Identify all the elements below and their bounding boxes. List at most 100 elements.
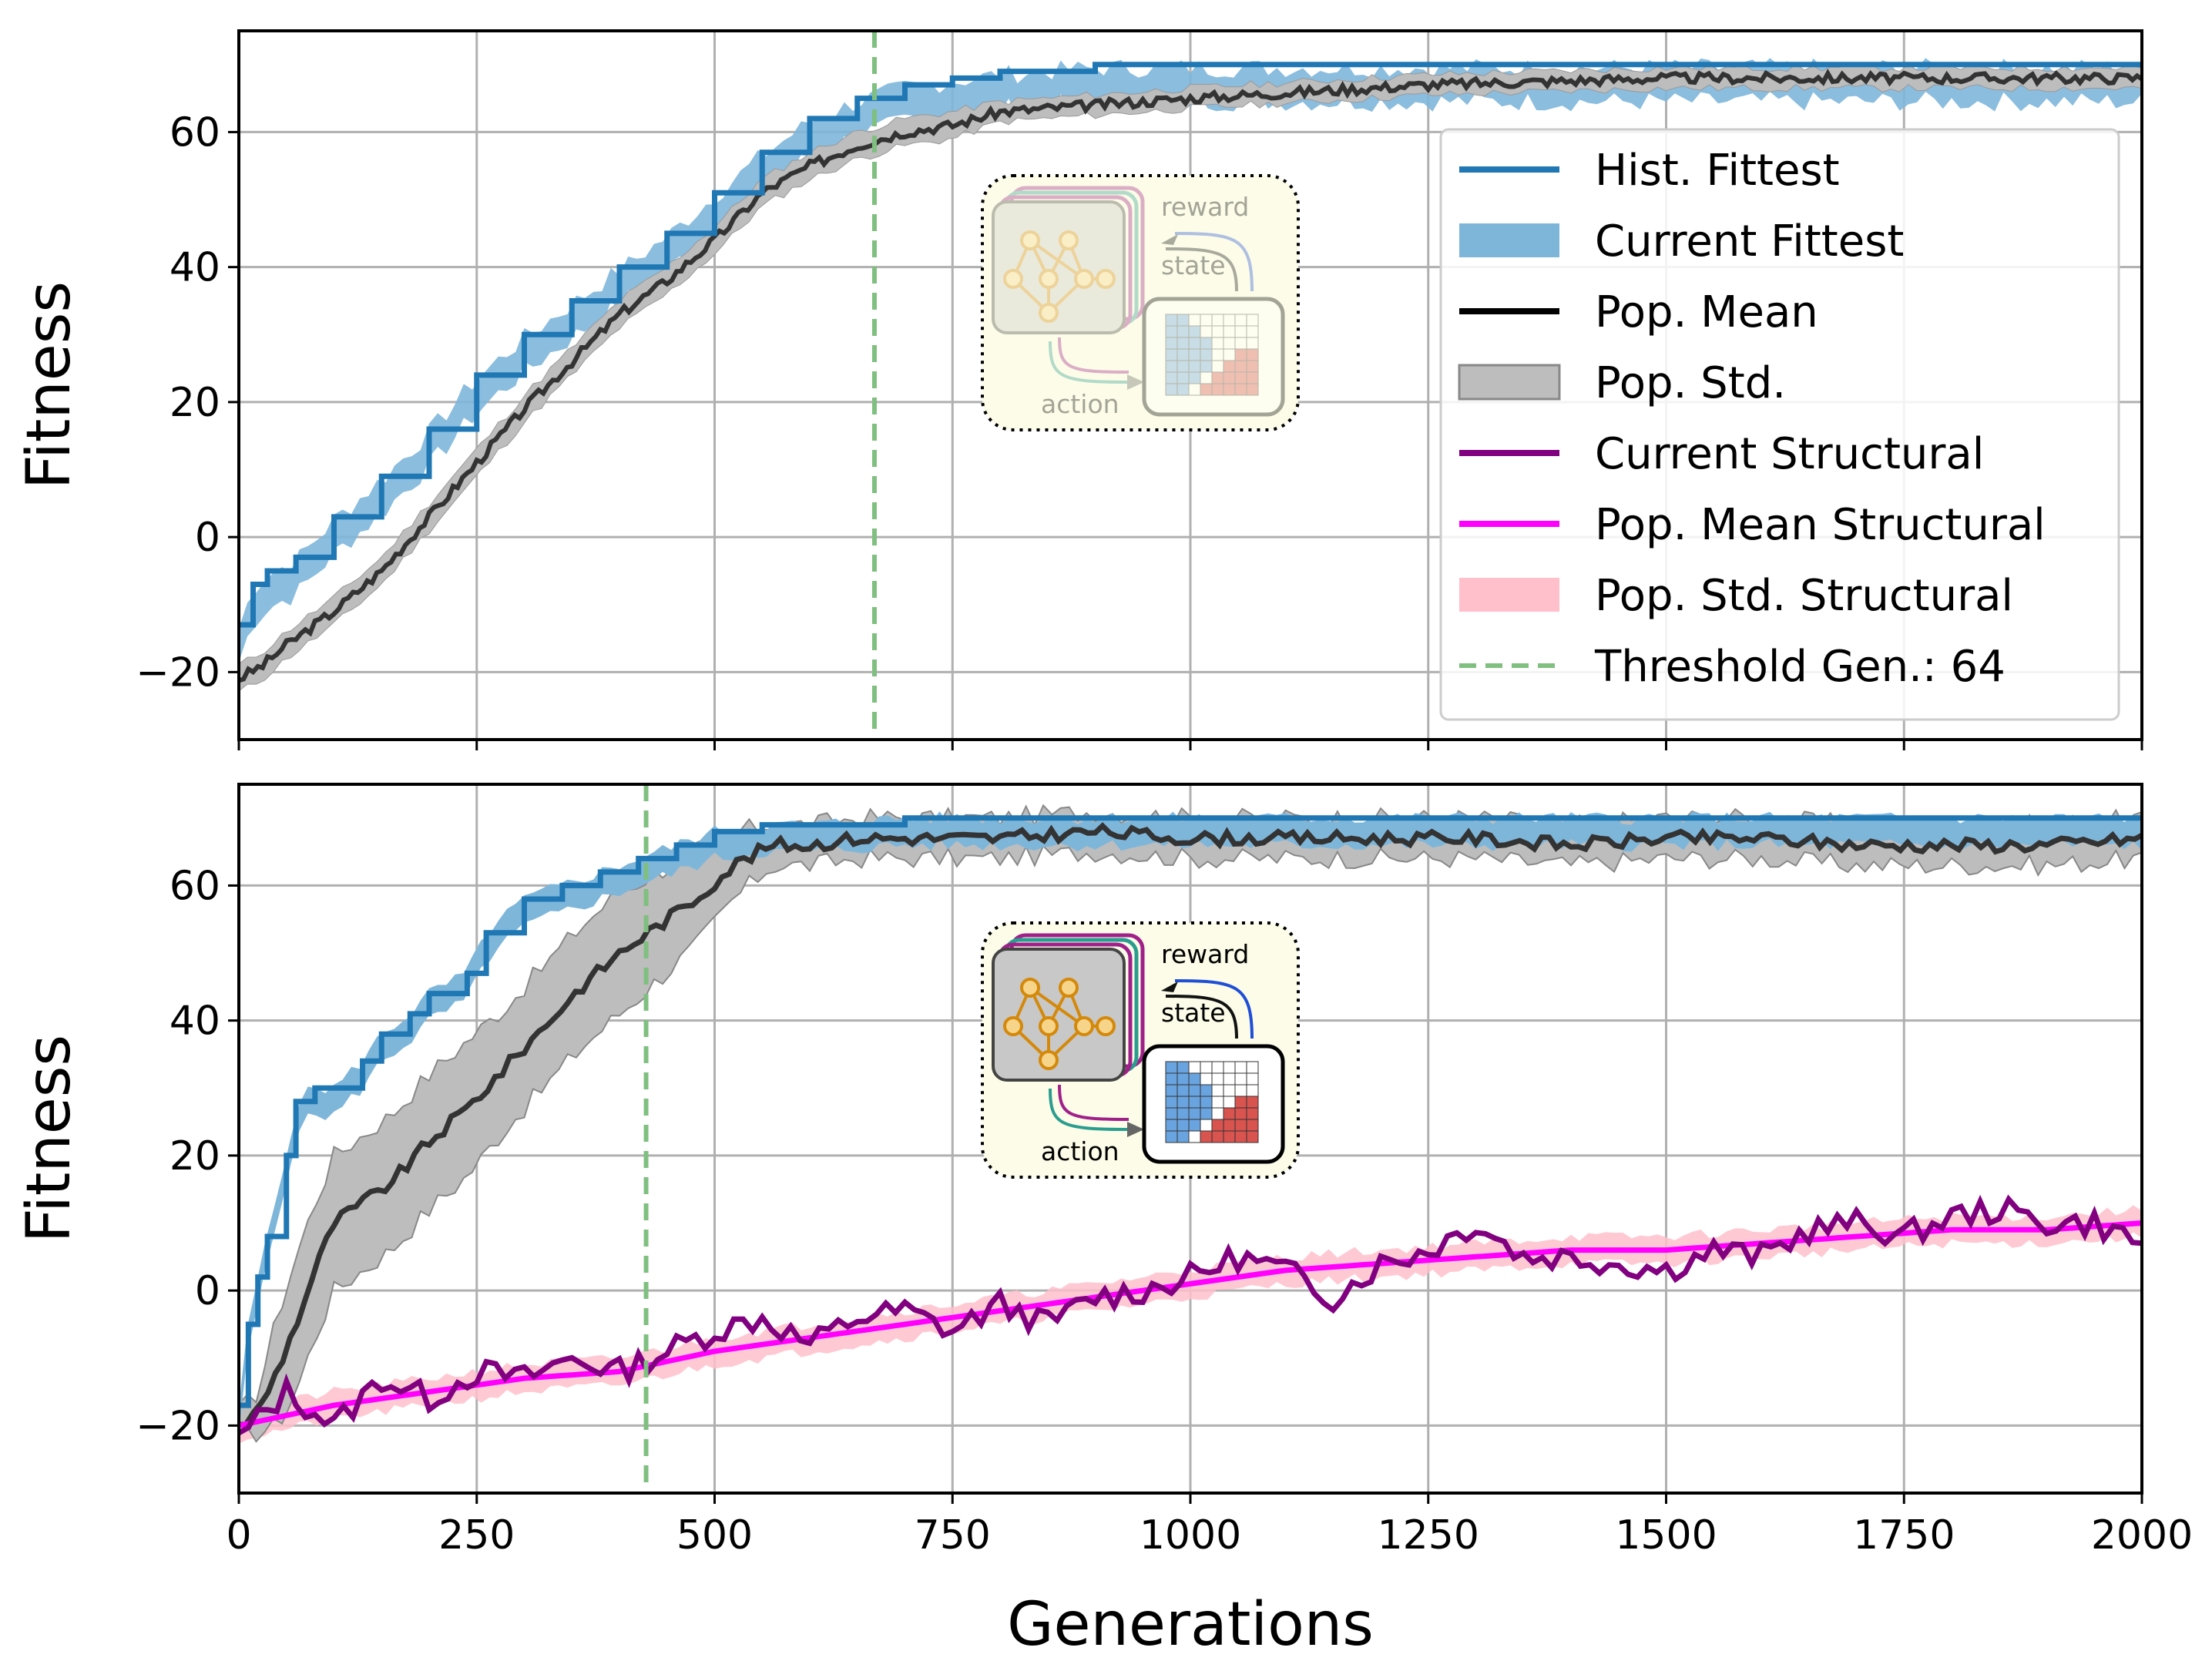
bottom-net-node-2 (1003, 1016, 1023, 1036)
top-env-cell (1188, 360, 1201, 373)
top-env-cell (1211, 360, 1224, 373)
top-net-edge-2 (1029, 239, 1086, 280)
legend-handle-6 (1459, 578, 1559, 612)
bottom-env-cell (1165, 1061, 1178, 1074)
bottom-env-cell (1223, 1084, 1236, 1097)
top-inset-faded: reward state action (981, 174, 1300, 431)
legend-label-5: Pop. Mean Structural (1595, 500, 2046, 550)
legend-label-6: Pop. Std. Structural (1595, 571, 2013, 621)
top-env-cell (1246, 348, 1259, 361)
bottom-env-cell (1234, 1061, 1247, 1074)
top-env-cell (1223, 383, 1236, 396)
bottom-env-cell (1211, 1072, 1224, 1086)
bottom-env-cell (1165, 1096, 1178, 1109)
top-env-cell (1223, 348, 1236, 361)
top-env-cell (1211, 325, 1224, 338)
bottom-xtick-label-2000: 2000 (2091, 1512, 2193, 1559)
top-env-cell (1246, 337, 1259, 350)
bottom-env-cell (1246, 1061, 1259, 1074)
top-action-arrowhead (1127, 374, 1144, 390)
top-card-back-1 (997, 195, 1133, 331)
bottom-action-arrow-teal (1049, 1088, 1129, 1131)
top-env-cell (1223, 337, 1236, 350)
top-env-cell (1188, 371, 1201, 384)
top-ytick-label-40: 40 (170, 245, 220, 291)
top-env-cell (1211, 337, 1224, 350)
top-net-edge-1 (1029, 240, 1050, 280)
legend-frame (1439, 128, 2120, 721)
bottom-env-cell (1165, 1107, 1178, 1120)
top-net-edge-7 (1047, 277, 1086, 314)
bottom-env-cell (1211, 1061, 1224, 1074)
bottom-env-cell (1188, 1096, 1201, 1109)
bottom-env-cell (1246, 1107, 1259, 1120)
top-state-arrow-black (1165, 247, 1238, 292)
bottom-xtick-label-0: 0 (226, 1512, 251, 1559)
top-env-cell (1176, 360, 1190, 373)
bottom-env-cell (1211, 1084, 1224, 1097)
bottom-pop-mean-structural-line (238, 1220, 2143, 1428)
bottom-hist-fittest-line (239, 815, 2142, 1408)
top-ytick-label-0: 0 (195, 515, 220, 561)
top-net-node-6 (1096, 269, 1116, 289)
bottom-env-cell (1200, 1130, 1213, 1143)
bottom-net-node-6 (1096, 1016, 1116, 1036)
top-hist-fittest-line (239, 62, 2142, 628)
bottom-reward-label: reward (1161, 939, 1249, 969)
top-card-back-3 (1009, 186, 1145, 321)
top-env-cell (1234, 337, 1247, 350)
bottom-xtick-label-1500: 1500 (1615, 1512, 1717, 1559)
top-env-cell (1246, 325, 1259, 338)
top-pop-mean-line (238, 69, 2143, 683)
top-env-cell (1165, 371, 1178, 384)
bottom-net-node-4 (1074, 1016, 1094, 1036)
top-env-cell (1176, 348, 1190, 361)
top-inset-frame (981, 174, 1300, 431)
bottom-env-cell (1176, 1096, 1190, 1109)
top-ytick-label-20: 20 (170, 380, 220, 426)
bottom-xtick-label-1250: 1250 (1378, 1512, 1479, 1559)
top-env-cell (1234, 348, 1247, 361)
top-env-cell (1211, 383, 1224, 396)
bottom-env-cell (1176, 1084, 1190, 1097)
legend-handle-1 (1459, 223, 1559, 257)
top-env-cell (1165, 360, 1178, 373)
top-inset-group: reward state action (992, 186, 1285, 419)
bottom-ytick-label--20: −20 (136, 1403, 220, 1449)
bottom-env-cell (1234, 1107, 1247, 1120)
top-env-cell (1211, 348, 1224, 361)
top-env-cell (1165, 348, 1178, 361)
bottom-env-cell (1165, 1130, 1178, 1143)
bottom-ticks: 0 250 500 750 1000 1250 1500 1750 2000 −20 0 20 40 60 (136, 863, 2193, 1559)
top-series (238, 31, 2143, 740)
top-card-back-2 (1003, 190, 1139, 326)
bottom-ytick-label-20: 20 (170, 1133, 220, 1179)
top-state-arrowhead (1161, 234, 1178, 245)
bottom-env-cell (1176, 1061, 1190, 1074)
bottom-env-cell (1176, 1107, 1190, 1120)
top-env-cell (1165, 325, 1178, 338)
top-env-cell (1234, 314, 1247, 327)
top-env-cell (1234, 383, 1247, 396)
top-env-cell (1234, 371, 1247, 384)
legend-handle-3 (1458, 364, 1561, 401)
bottom-env-cell (1176, 1119, 1190, 1132)
bottom-env-cell (1234, 1096, 1247, 1109)
top-ticks: −20 0 20 40 60 (136, 109, 2143, 750)
bottom-env-cell (1188, 1061, 1201, 1074)
top-state-label: state (1161, 250, 1226, 280)
top-net-node-2 (1003, 269, 1023, 289)
bottom-state-label: state (1161, 998, 1226, 1028)
top-env-cell (1188, 314, 1201, 327)
bottom-env-cell (1165, 1119, 1178, 1132)
top-env-cell (1165, 383, 1178, 396)
bottom-env-cell (1211, 1119, 1224, 1132)
bottom-state-arrowhead (1161, 982, 1178, 992)
bottom-env-cell (1223, 1107, 1236, 1120)
top-env-cell (1176, 371, 1190, 384)
top-env-cell (1246, 383, 1259, 396)
bottom-env-cell (1188, 1084, 1201, 1097)
bottom-env-cell (1234, 1072, 1247, 1086)
top-env-cell (1200, 371, 1213, 384)
top-env-cell (1188, 383, 1201, 396)
